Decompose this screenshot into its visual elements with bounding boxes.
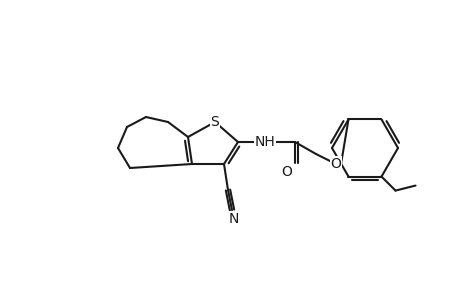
Text: NH: NH [254,135,275,149]
Text: O: O [281,165,292,179]
Text: S: S [210,115,219,129]
Text: N: N [228,212,239,226]
Text: O: O [330,157,341,171]
